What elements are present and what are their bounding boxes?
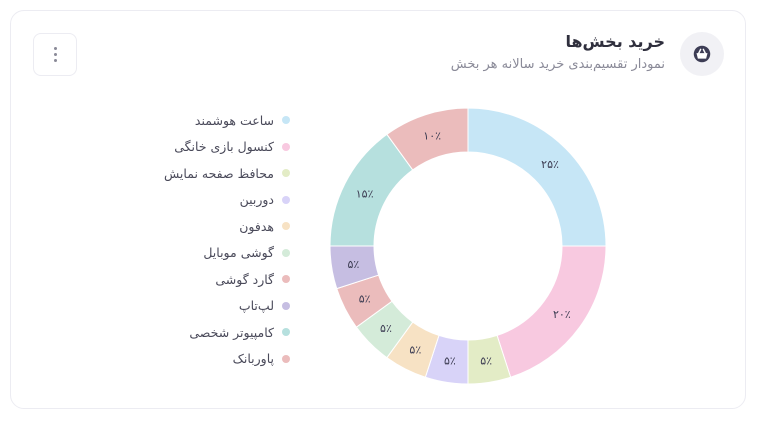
slice-value-label: ۵٪ [359,293,371,306]
legend-item[interactable]: دوربین [150,187,290,214]
card-icon-wrapper [680,32,724,76]
legend-swatch [282,116,290,125]
chart-legend: ساعت هوشمند کنسول بازی خانگی محافظ صفحه نم… [150,107,290,372]
slice-value-label: ۲۵٪ [541,158,559,171]
legend-label: گارد گوشی [215,271,274,287]
donut-slice[interactable] [467,107,607,247]
legend-swatch [282,248,290,257]
legend-item[interactable]: ساعت هوشمند [150,107,290,134]
donut-slice[interactable] [386,107,469,171]
legend-item[interactable]: کنسول بازی خانگی [150,134,290,161]
more-vertical-icon [53,47,57,50]
legend-label: هدفون [239,218,274,234]
slice-value-label: ۵٪ [348,258,360,271]
legend-label: ساعت هوشمند [194,112,274,128]
legend-label: گوشی موبایل [203,245,274,261]
legend-swatch [282,354,290,363]
legend-item[interactable]: پاوربانک [150,346,290,373]
card-title: خرید بخش‌ها [565,32,665,51]
donut-chart: ۲۵٪ ۲۰٪ ۵٪ ۵٪ ۵٪ ۵٪ ۵٪ ۵٪ ۱۵٪ ۱۰٪ [329,107,607,385]
legend-swatch [282,195,290,204]
card-subtitle: نمودار تقسیم‌بندی خرید سالانه هر بخش [450,57,665,72]
legend-item[interactable]: هدفون [150,213,290,240]
legend-label: کنسول بازی خانگی [174,139,274,155]
slice-value-label: ۱۰٪ [423,130,441,143]
legend-swatch [282,222,290,231]
slice-value-label: ۱۵٪ [356,187,374,200]
legend-swatch [282,301,290,310]
legend-swatch [282,275,290,284]
legend-item[interactable]: لپ‌تاپ [150,293,290,320]
shopping-basket-icon [693,45,711,63]
legend-item[interactable]: گوشی موبایل [150,240,290,267]
slice-value-label: ۵٪ [380,322,392,335]
legend-label: پاوربانک [232,351,274,367]
slice-value-label: ۲۰٪ [553,308,571,321]
legend-label: محافظ صفحه نمایش [164,165,274,181]
legend-swatch [282,169,290,178]
legend-item[interactable]: گارد گوشی [150,266,290,293]
legend-swatch [282,328,290,337]
legend-swatch [282,142,290,151]
legend-label: کامپیوتر شخصی [189,324,274,340]
slice-value-label: ۵٪ [444,355,456,368]
legend-item[interactable]: کامپیوتر شخصی [150,319,290,346]
legend-item[interactable]: محافظ صفحه نمایش [150,160,290,187]
slice-value-label: ۵٪ [409,343,421,356]
legend-label: لپ‌تاپ [238,298,274,314]
more-options-button[interactable] [33,33,77,76]
slice-value-label: ۵٪ [480,355,492,368]
legend-label: دوربین [239,192,274,208]
donut-slice[interactable] [496,245,607,378]
